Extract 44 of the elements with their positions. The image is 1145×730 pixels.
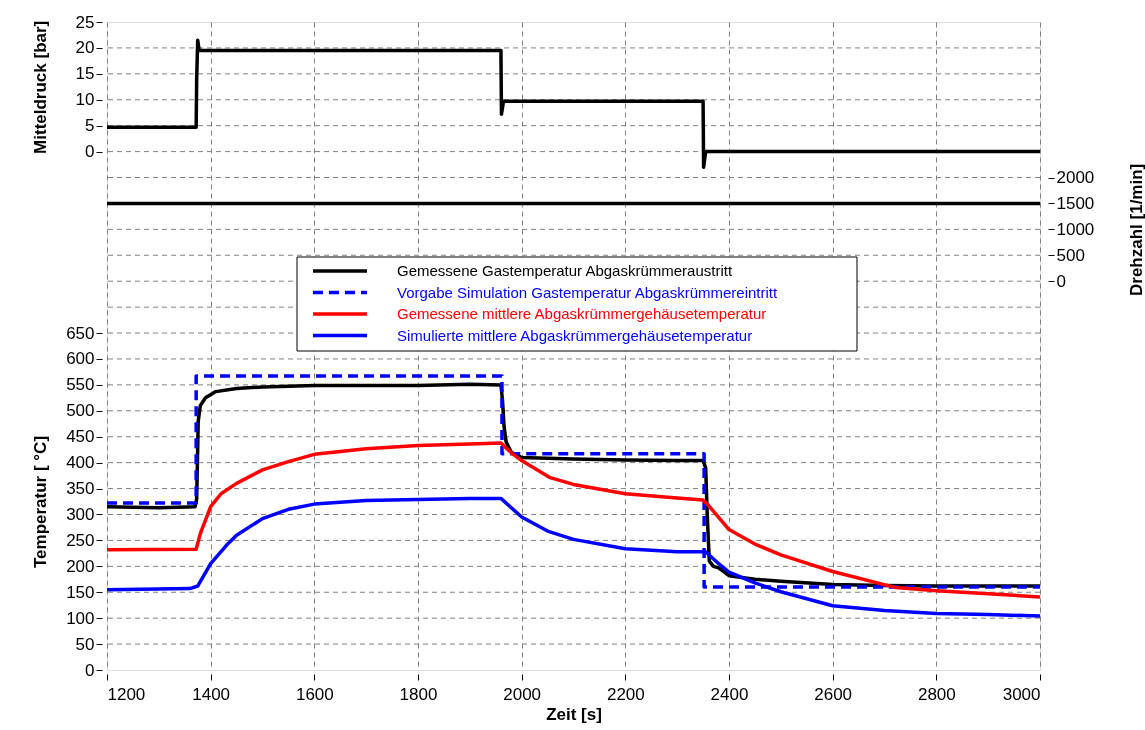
legend-label: Gemessene mittlere Abgaskrümmergehäusetemperatur xyxy=(397,305,767,322)
y-tick-label: 500 xyxy=(66,401,95,421)
x-tick-label: 1800 xyxy=(399,684,438,704)
y-tick-label: 600 xyxy=(66,349,95,369)
y2-tick-label: 1500 xyxy=(1056,193,1095,213)
y2-tick-label: 0 xyxy=(1056,271,1066,291)
x-tick-label: 2800 xyxy=(917,684,956,704)
y-tick-label: 350 xyxy=(66,479,95,499)
y-tick-label: 150 xyxy=(66,582,95,602)
legend-label: Simulierte mittlere Abgaskrümmergehäusetemperatur xyxy=(397,326,753,344)
y-tick-label: 100 xyxy=(66,608,95,628)
y3-tick-label: 5 xyxy=(85,116,95,136)
y-axis-title: Temperatur [ °C] xyxy=(30,435,50,569)
legend-label: Vorgabe Simulation Gastemperatur Abgaskrümmereintritt xyxy=(397,283,779,301)
y3-axis-title: Mitteldruck [bar] xyxy=(30,20,50,154)
line-series xyxy=(107,441,1040,599)
y-tick-label: 550 xyxy=(66,375,95,395)
y-tick-label: 250 xyxy=(66,530,95,550)
x-tick-label: 2600 xyxy=(814,684,853,704)
legend-label: Gemessene Gastemperatur Abgaskrümmeraustritt xyxy=(397,262,733,279)
x-tick-label: 1600 xyxy=(295,684,334,704)
y2-tick-label: 500 xyxy=(1056,245,1085,265)
y-tick-label: 0 xyxy=(85,660,95,680)
y2-tick-label: 1000 xyxy=(1056,219,1095,239)
x-tick-label: 2200 xyxy=(606,684,645,704)
y-tick-label: 450 xyxy=(66,427,95,447)
y3-tick-label: 20 xyxy=(75,38,95,58)
x-tick-label: 2000 xyxy=(503,684,542,704)
y3-tick-label: 10 xyxy=(75,90,95,110)
x-tick-label: 2400 xyxy=(710,684,749,704)
x-tick-label: 1200 xyxy=(107,684,146,704)
y-tick-label: 200 xyxy=(66,556,95,576)
y-tick-label: 300 xyxy=(66,504,95,524)
x-axis-title: Zeit [s] xyxy=(546,704,602,724)
y2-axis-title: Drehzahl [1/min] xyxy=(1126,163,1145,296)
y-tick-label: 650 xyxy=(66,323,95,343)
y-tick-label: 50 xyxy=(75,634,95,654)
y2-tick-label: 2000 xyxy=(1056,168,1095,188)
y-tick-label: 400 xyxy=(66,453,95,473)
y3-tick-label: 25 xyxy=(75,12,95,32)
y3-tick-label: 15 xyxy=(75,64,95,84)
x-tick-label: 1400 xyxy=(192,684,231,704)
line-series xyxy=(107,38,1040,169)
x-tick-label: 3000 xyxy=(1002,684,1041,704)
